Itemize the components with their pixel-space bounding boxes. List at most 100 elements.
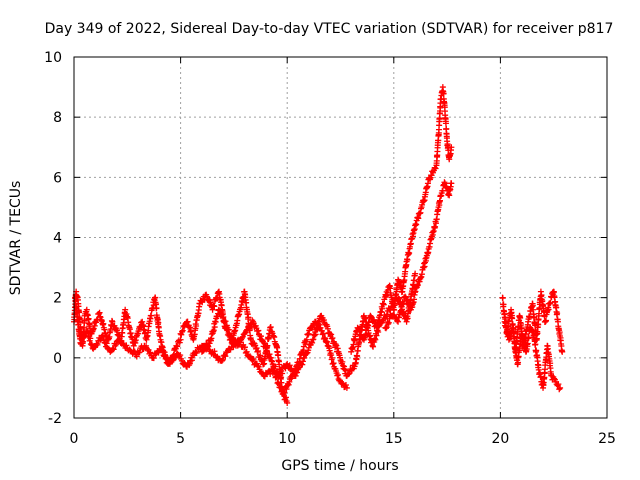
data-point [448, 144, 455, 151]
data-point [554, 310, 561, 317]
x-tick-label: 20 [491, 431, 509, 447]
data-point [555, 381, 562, 388]
data-point [254, 362, 261, 369]
data-point [309, 324, 316, 331]
data-point [356, 328, 363, 335]
data-point [380, 301, 387, 308]
data-point [396, 295, 403, 302]
data-point [545, 306, 552, 313]
data-point [557, 384, 564, 391]
data-point [211, 303, 218, 310]
data-point [339, 380, 346, 387]
y-tick-label: 10 [44, 50, 62, 66]
data-point [243, 348, 250, 355]
data-point [283, 386, 290, 393]
data-point [210, 327, 217, 334]
data-point [255, 327, 262, 334]
data-point [432, 223, 439, 230]
data-point [379, 305, 386, 312]
data-point [299, 361, 306, 368]
data-point [345, 371, 352, 378]
data-point [113, 341, 120, 348]
data-point [193, 349, 200, 356]
data-point [442, 120, 449, 127]
data-point [402, 293, 409, 300]
data-point [412, 270, 419, 277]
data-point [247, 336, 254, 343]
data-point [103, 340, 110, 347]
data-point [295, 365, 302, 372]
y-tick-label: 2 [53, 291, 62, 307]
data-point [285, 381, 292, 388]
data-point [382, 325, 389, 332]
data-point [136, 349, 143, 356]
data-point [329, 354, 336, 361]
data-point [206, 296, 213, 303]
data-point [499, 295, 506, 302]
data-point [286, 378, 293, 385]
data-point [354, 353, 361, 360]
data-point [328, 331, 335, 338]
data-point [192, 348, 199, 355]
data-point [241, 344, 248, 351]
data-layer [71, 84, 566, 406]
data-point [222, 318, 229, 325]
data-point [534, 330, 541, 337]
x-tick-label: 25 [598, 431, 616, 447]
data-point [275, 352, 282, 359]
data-point [123, 342, 130, 349]
data-point [332, 341, 339, 348]
data-point [440, 90, 447, 97]
data-point [504, 328, 511, 335]
data-point [289, 368, 296, 375]
data-point [363, 330, 370, 337]
data-point [245, 314, 252, 321]
data-point [234, 342, 241, 349]
data-point [193, 322, 200, 329]
data-point [368, 313, 375, 320]
x-tick-label: 5 [176, 431, 185, 447]
data-point [362, 315, 369, 322]
x-tick-label: 15 [385, 431, 403, 447]
data-point [383, 311, 390, 318]
data-point [109, 318, 116, 325]
data-point [257, 352, 264, 359]
data-point [342, 382, 349, 389]
data-point [343, 384, 350, 391]
data-point [95, 310, 102, 317]
data-point [383, 324, 390, 331]
data-point [150, 355, 157, 362]
data-point [94, 341, 101, 348]
tick-layer: 0 5 10 15 20 25 -2 0 2 4 6 8 10 [44, 50, 616, 447]
data-point [179, 328, 186, 335]
data-point [84, 328, 91, 335]
data-point [225, 326, 232, 333]
data-point [206, 340, 213, 347]
data-point [171, 355, 178, 362]
data-point [299, 358, 306, 365]
data-point [375, 328, 382, 335]
data-point [500, 301, 507, 308]
data-point [177, 336, 184, 343]
y-tick-label: 6 [53, 170, 62, 186]
data-point [372, 336, 379, 343]
data-point [100, 334, 107, 341]
data-point [309, 339, 316, 346]
data-point [266, 351, 273, 358]
data-point [219, 356, 226, 363]
data-point [133, 353, 140, 360]
data-point [288, 365, 295, 372]
data-point [178, 331, 185, 338]
data-point [432, 165, 439, 172]
data-point [394, 317, 401, 324]
data-point [324, 325, 331, 332]
data-point [246, 325, 253, 332]
x-axis-label: GPS time / hours [281, 458, 398, 474]
data-point [292, 372, 299, 379]
y-tick-label: 0 [53, 351, 62, 367]
data-point [305, 330, 312, 337]
data-point [200, 347, 207, 354]
data-point [370, 343, 377, 350]
data-point [211, 324, 218, 331]
data-point [215, 306, 222, 313]
